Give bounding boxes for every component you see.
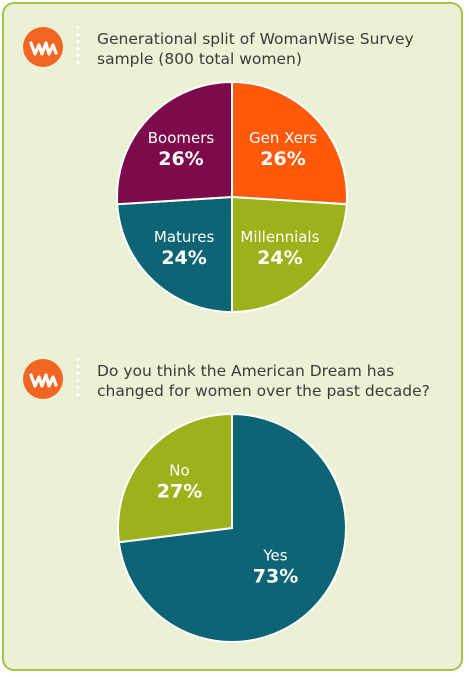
slice-label: Yes bbox=[262, 546, 287, 564]
chart-1-title: Generational split of WomanWise Survey s… bbox=[97, 29, 457, 69]
pie-slice-millennials bbox=[231, 195, 348, 314]
slice-percent: 26% bbox=[260, 148, 305, 170]
slice-percent: 27% bbox=[157, 481, 202, 503]
slice-percent: 24% bbox=[161, 247, 206, 269]
pie-slice-matures bbox=[116, 195, 233, 314]
slice-label: Boomers bbox=[148, 129, 215, 147]
survey-panel: Generational split of WomanWise Survey s… bbox=[2, 2, 463, 671]
pie-slice-gen-xers bbox=[231, 80, 348, 206]
chart-1-title-line-1: Generational split of WomanWise Survey bbox=[97, 30, 414, 48]
slice-percent: 26% bbox=[158, 148, 203, 170]
slice-label: Gen Xers bbox=[249, 129, 317, 147]
dotted-divider bbox=[76, 24, 80, 68]
chart-1-title-line-2: sample (800 total women) bbox=[97, 50, 302, 68]
slice-percent: 24% bbox=[257, 247, 302, 269]
slice-label: Millennials bbox=[240, 228, 319, 246]
chart-2-title: Do you think the American Dream has chan… bbox=[97, 361, 457, 401]
womanwise-logo-icon bbox=[23, 27, 63, 67]
pie-slice-boomers bbox=[116, 80, 233, 206]
chart-2-title-line-1: Do you think the American Dream has bbox=[97, 362, 395, 380]
dotted-divider bbox=[76, 356, 80, 400]
slice-label: Matures bbox=[154, 228, 215, 246]
slice-percent: 73% bbox=[253, 565, 298, 587]
generational-pie-svg: Gen Xers26%Millennials24%Matures24%Boome… bbox=[116, 80, 348, 314]
womanwise-logo-icon bbox=[23, 359, 63, 399]
american-dream-pie-chart: Yes 73% No 27% bbox=[4, 4, 461, 669]
pie-slice-no bbox=[117, 412, 233, 544]
generational-pie-chart: Gen Xers 26% Millennials 24% Matures 24% Boome… bbox=[4, 4, 461, 344]
slice-label: No bbox=[169, 462, 189, 480]
chart-2-title-line-2: changed for women over the past decade? bbox=[97, 382, 430, 400]
